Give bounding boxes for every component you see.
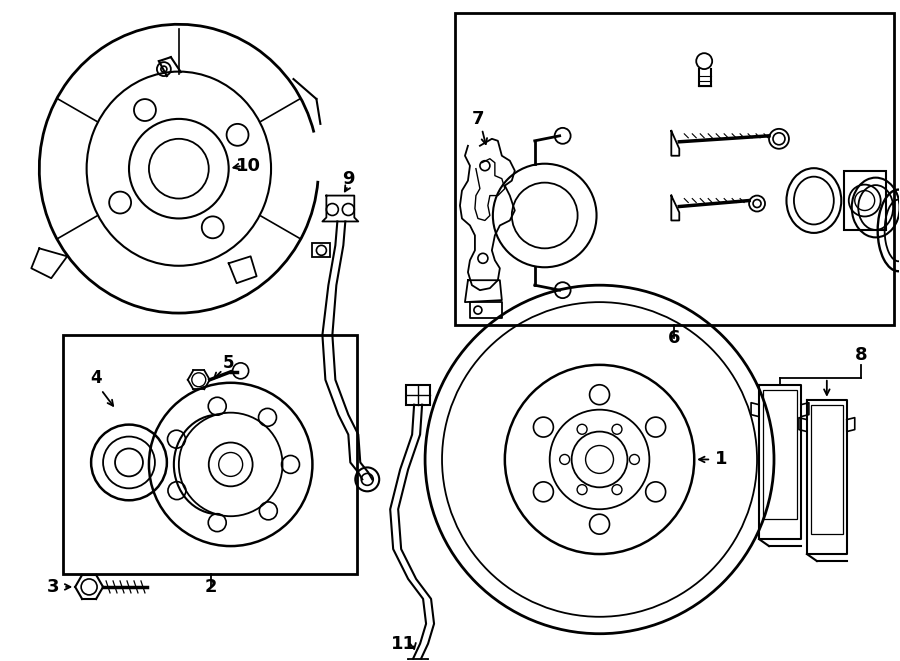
Text: 10: 10	[236, 157, 261, 175]
Bar	[811, 405, 842, 534]
Bar	[844, 171, 886, 231]
Text: 2: 2	[204, 578, 217, 596]
Text: 4: 4	[90, 369, 102, 387]
Text: 11: 11	[391, 635, 416, 652]
Text: 8: 8	[854, 346, 867, 364]
Text: 5: 5	[223, 354, 234, 372]
Bar	[312, 243, 330, 257]
Text: 7: 7	[472, 110, 484, 128]
Bar	[763, 390, 796, 519]
Bar	[408, 658, 428, 661]
Text: 1: 1	[715, 450, 727, 469]
Text: 3: 3	[47, 578, 59, 596]
Bar	[455, 13, 894, 325]
Bar	[63, 335, 357, 574]
Bar	[406, 385, 430, 405]
Text: 6: 6	[668, 329, 680, 347]
Text: 9: 9	[342, 170, 355, 188]
